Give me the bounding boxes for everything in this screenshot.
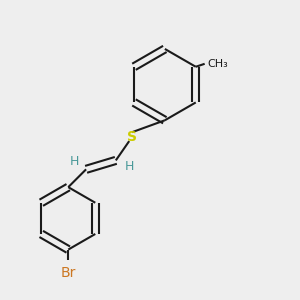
Text: H: H bbox=[70, 155, 79, 168]
Text: CH₃: CH₃ bbox=[208, 59, 228, 69]
Text: Br: Br bbox=[61, 266, 76, 280]
Text: S: S bbox=[127, 130, 137, 144]
Text: H: H bbox=[124, 160, 134, 173]
